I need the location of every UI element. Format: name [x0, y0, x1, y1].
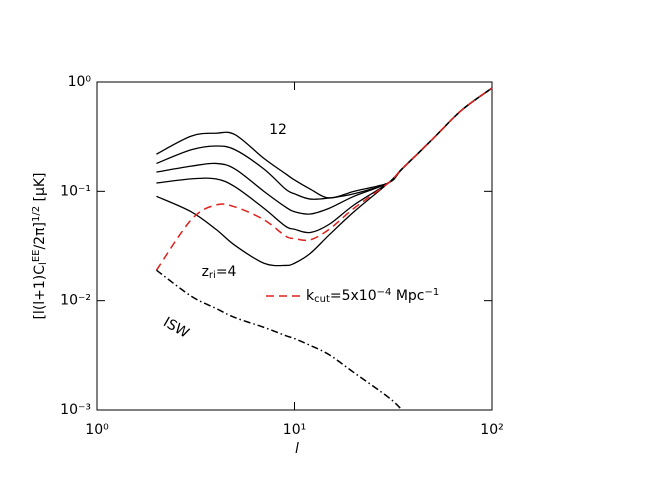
annotation: ISW — [160, 314, 191, 341]
text-part: z — [202, 264, 209, 280]
text-part: ISW — [160, 314, 191, 341]
series-line — [155, 87, 493, 271]
y-tick-label: 10⁻² — [60, 293, 91, 309]
text-part: 12 — [269, 122, 287, 138]
text-part: −4 — [377, 287, 392, 298]
text-part: EE — [31, 250, 42, 263]
y-tick-label: 10⁰ — [68, 74, 92, 90]
series-line — [156, 87, 493, 199]
text-part: −1 — [425, 287, 440, 298]
x-tick-label: 10¹ — [283, 422, 306, 438]
text-part: [μK] — [32, 172, 48, 205]
series-line — [156, 87, 493, 267]
text-part: k — [306, 288, 315, 304]
text-part: /2π] — [32, 222, 48, 250]
text-part: cut — [314, 294, 330, 305]
x-tick-label: 10⁰ — [85, 422, 109, 438]
text-part: 1/2 — [31, 206, 42, 222]
text-part: =4 — [216, 264, 237, 280]
annotation: zri=4 — [202, 264, 237, 281]
series-line — [156, 87, 493, 200]
legend-label: kcut=5x10−4 Mpc−1 — [306, 287, 439, 306]
y-axis-label: [l(l+1)ClEE/2π]1/2 [μK] — [31, 172, 50, 319]
plot-frame — [96, 81, 493, 411]
series-line — [156, 87, 493, 234]
y-tick-label: 10⁻³ — [60, 402, 91, 418]
text-part: =5x10 — [330, 288, 377, 304]
text-part: Mpc — [391, 288, 424, 304]
text-part: [l(l+1)C — [32, 265, 48, 320]
text-part: ri — [209, 270, 216, 281]
y-tick-label: 10⁻¹ — [60, 183, 91, 199]
text-part: l — [38, 262, 49, 265]
x-tick-label: 10² — [480, 422, 503, 438]
x-axis-label: l — [295, 441, 299, 457]
series-line — [156, 87, 493, 215]
series-line — [156, 269, 403, 411]
annotation: 12 — [269, 122, 287, 138]
